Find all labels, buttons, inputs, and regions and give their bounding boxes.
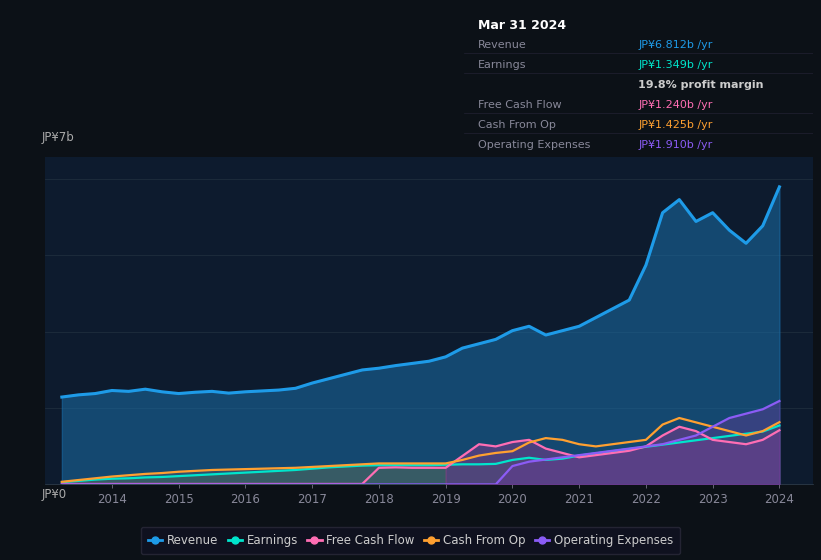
Text: Operating Expenses: Operating Expenses bbox=[478, 141, 590, 151]
Text: 19.8% profit margin: 19.8% profit margin bbox=[639, 81, 764, 91]
Text: Earnings: Earnings bbox=[478, 60, 526, 71]
Text: Free Cash Flow: Free Cash Flow bbox=[478, 100, 562, 110]
Text: JP¥1.349b /yr: JP¥1.349b /yr bbox=[639, 60, 713, 71]
Text: JP¥1.240b /yr: JP¥1.240b /yr bbox=[639, 100, 713, 110]
Text: JP¥1.910b /yr: JP¥1.910b /yr bbox=[639, 141, 713, 151]
Text: JP¥6.812b /yr: JP¥6.812b /yr bbox=[639, 40, 713, 50]
Text: JP¥7b: JP¥7b bbox=[41, 130, 74, 144]
Text: Revenue: Revenue bbox=[478, 40, 526, 50]
Legend: Revenue, Earnings, Free Cash Flow, Cash From Op, Operating Expenses: Revenue, Earnings, Free Cash Flow, Cash … bbox=[141, 527, 680, 554]
Text: Cash From Op: Cash From Op bbox=[478, 120, 556, 130]
Text: JP¥0: JP¥0 bbox=[41, 488, 67, 501]
Text: JP¥1.425b /yr: JP¥1.425b /yr bbox=[639, 120, 713, 130]
Text: Mar 31 2024: Mar 31 2024 bbox=[478, 19, 566, 32]
